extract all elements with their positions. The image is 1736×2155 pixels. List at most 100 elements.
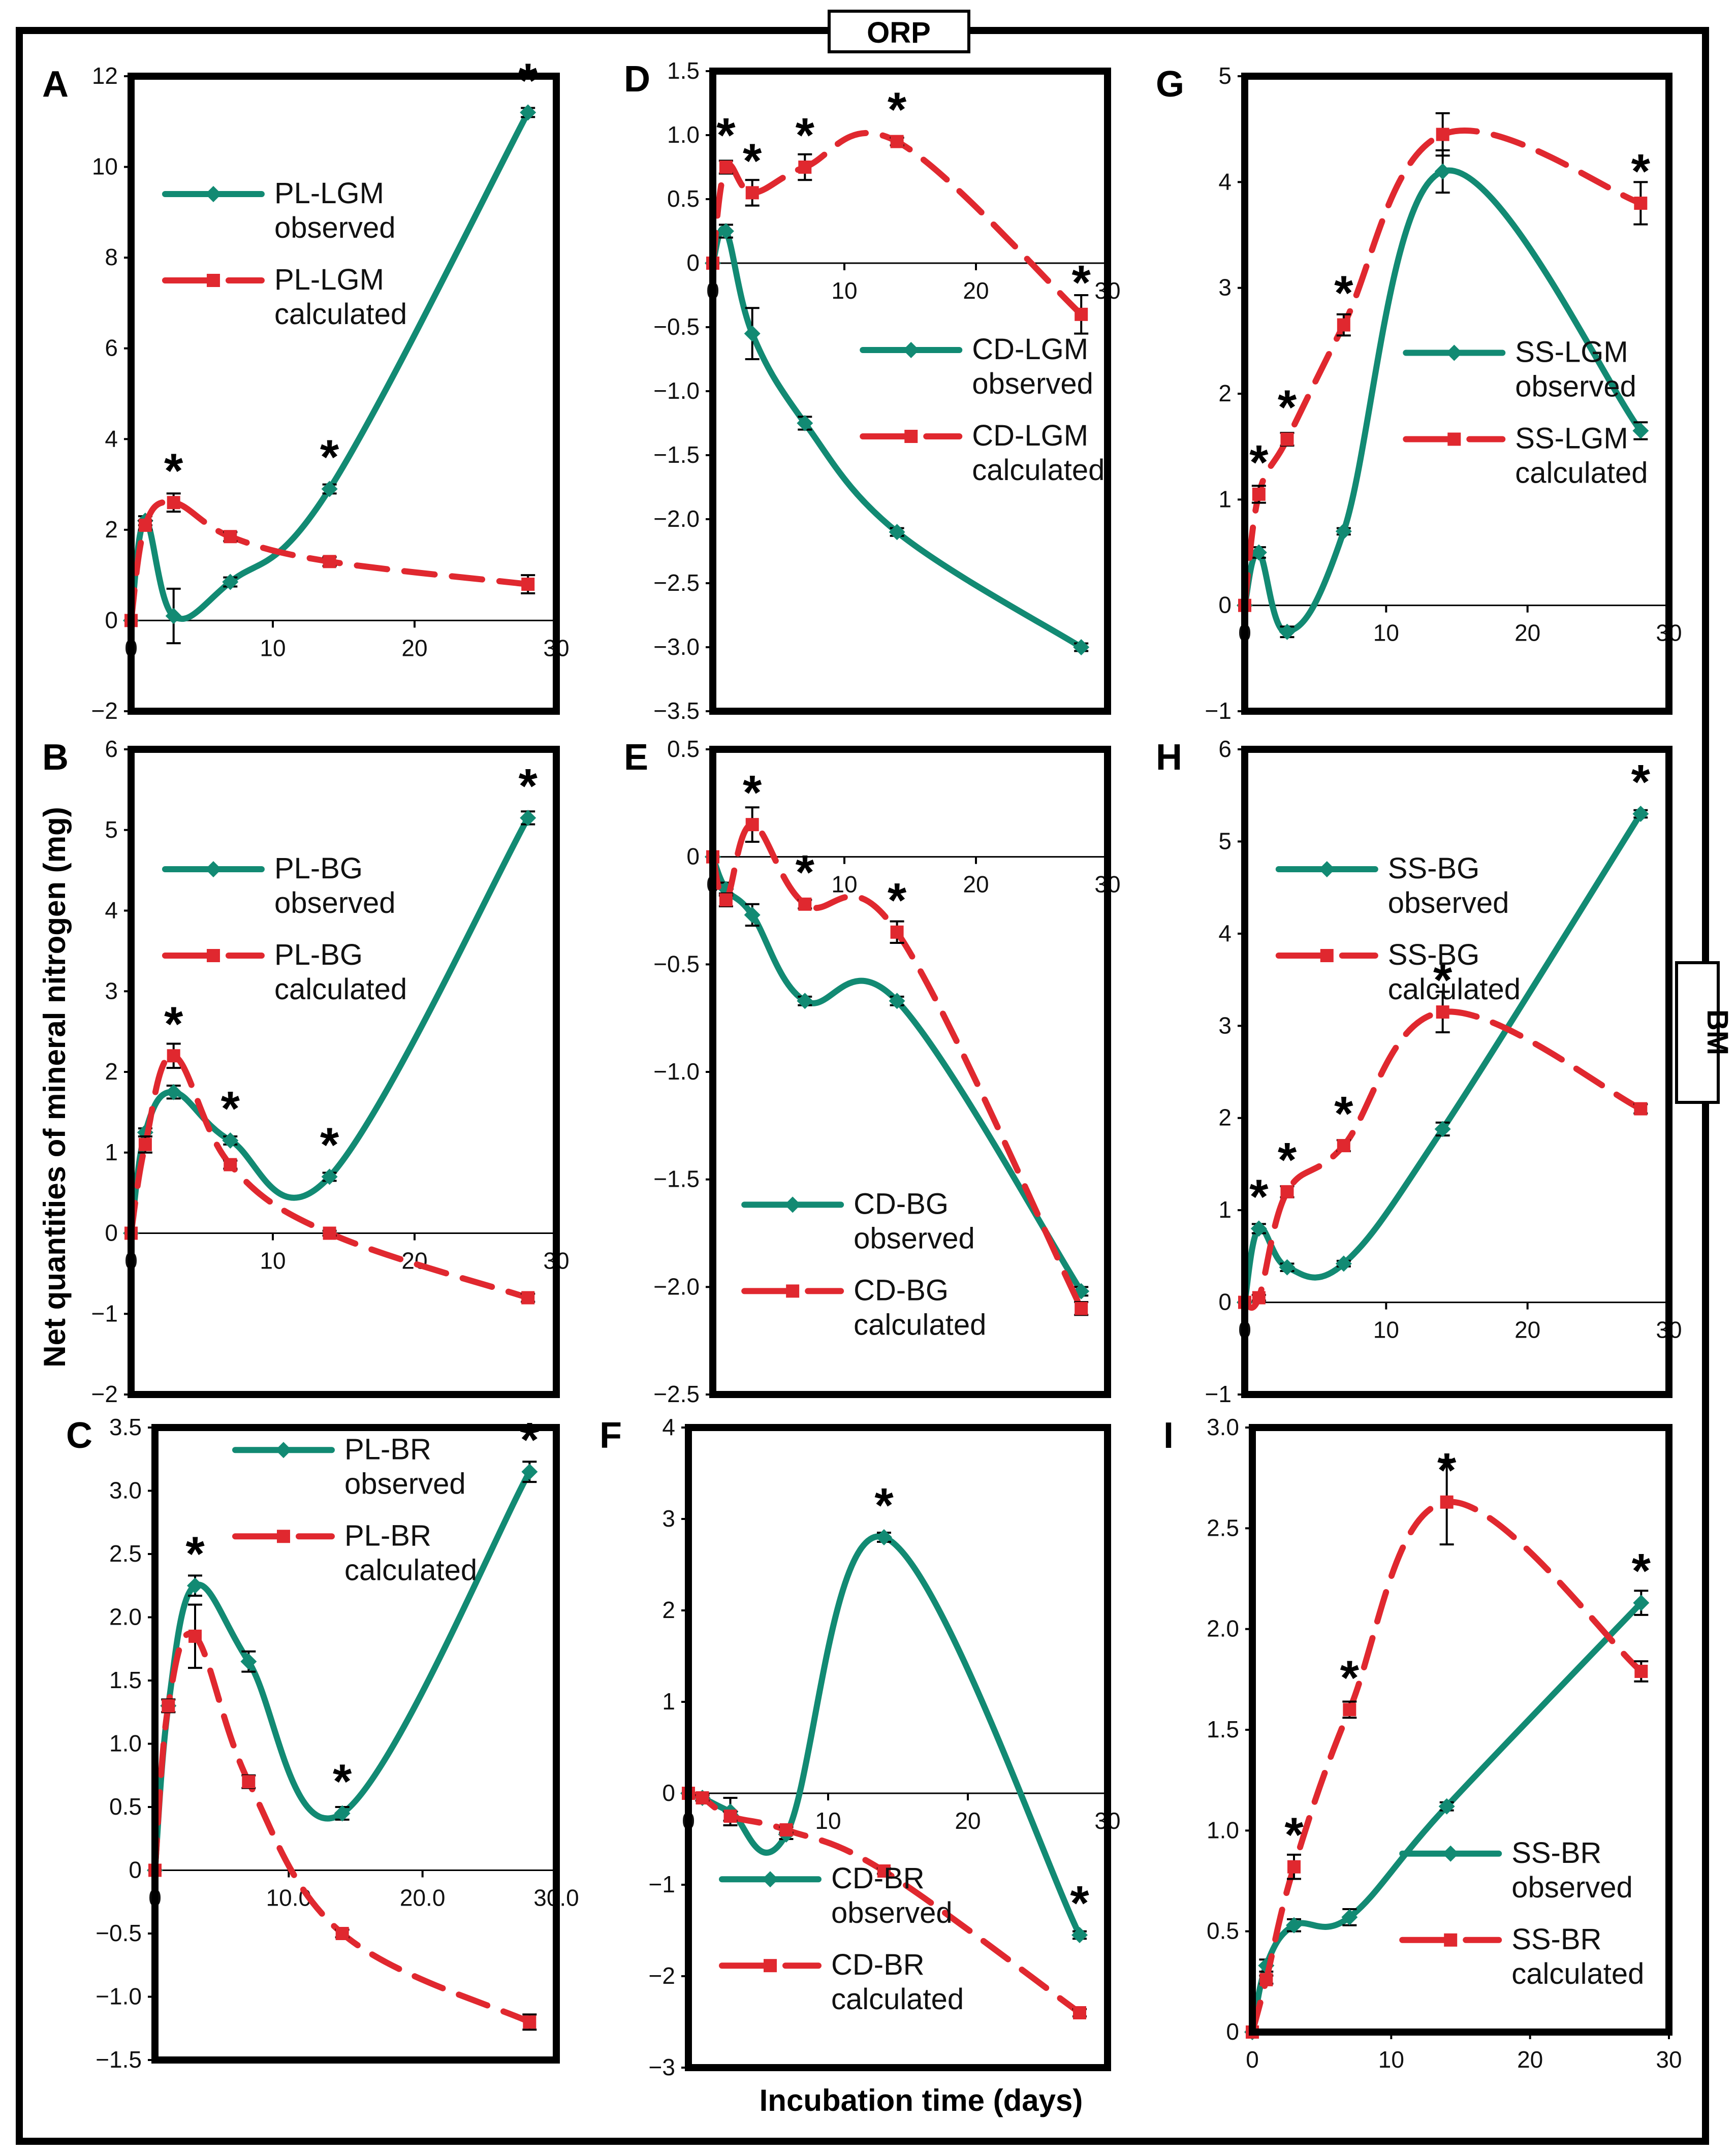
y-tick-label: 3.5 <box>109 1414 142 1440</box>
data-point <box>167 496 180 510</box>
data-point <box>696 1791 709 1804</box>
y-tick-label: −1.0 <box>653 377 700 404</box>
data-point <box>334 1805 351 1822</box>
data-point <box>321 481 338 497</box>
series-line <box>685 1533 1083 1938</box>
y-tick-label: −2.0 <box>653 505 700 532</box>
data-point <box>1632 806 1649 822</box>
y-tick-label: 4 <box>662 1414 675 1440</box>
significance-star: * <box>221 1082 240 1136</box>
y-tick-label: −2.5 <box>653 569 700 596</box>
significance-star: * <box>1631 755 1651 809</box>
y-tick-label: 5 <box>1218 62 1232 89</box>
y-tick-label: −2.5 <box>653 1381 700 1407</box>
data-point <box>797 415 813 431</box>
legend-label: calculated <box>972 454 1104 487</box>
significance-star: * <box>1437 1443 1457 1498</box>
y-tick-label: −1.5 <box>653 1166 700 1192</box>
data-point <box>723 1810 737 1823</box>
legend-marker <box>762 1871 778 1888</box>
data-point <box>1343 1703 1356 1717</box>
y-tick-label: 2 <box>1218 1104 1232 1131</box>
y-tick-label: −1 <box>649 1871 675 1897</box>
significance-star: * <box>164 443 183 498</box>
y-tick-label: 0.5 <box>667 736 700 762</box>
legend-marker <box>904 430 918 443</box>
legend-label: SS-LGM <box>1515 336 1628 369</box>
y-tick-label: 1.0 <box>109 1730 142 1757</box>
panel-letter: D <box>624 59 650 100</box>
significance-star: * <box>1632 1544 1651 1598</box>
y-tick-label: 10 <box>92 153 118 180</box>
x-tick-label: 10 <box>815 1808 841 1834</box>
y-tick-label: 2.5 <box>109 1540 142 1567</box>
y-tick-label: 4 <box>105 425 118 452</box>
legend-marker <box>903 342 920 358</box>
y-tick-label: −1 <box>91 1300 118 1326</box>
x-tick-label: 20 <box>1517 2046 1543 2073</box>
y-tick-label: 0 <box>1226 2018 1239 2045</box>
significance-star: * <box>320 430 339 485</box>
legend-marker <box>1446 344 1463 361</box>
x-tick-label: 10 <box>260 635 286 661</box>
significance-star: * <box>1072 256 1091 310</box>
y-tick-label: 2 <box>105 1058 118 1085</box>
x-tick-label: 20.0 <box>400 1885 446 1911</box>
y-tick-label: 0.5 <box>667 185 700 212</box>
data-point <box>1287 1860 1301 1874</box>
y-tick-label: 1 <box>1218 486 1232 512</box>
legend-label: observed <box>854 1222 975 1255</box>
y-tick-label: 12 <box>92 62 118 89</box>
panel-e: E−2.5−2.0−1.5−1.0−0.500.50 10 20 30***CD-BG… <box>624 736 1121 1407</box>
data-point <box>1259 1973 1273 1986</box>
legend-label: observed <box>972 367 1093 400</box>
y-tick-label: 1.0 <box>1207 1817 1239 1843</box>
data-point <box>890 925 904 939</box>
y-tick-label: 5 <box>1218 828 1232 854</box>
data-point <box>521 1291 535 1305</box>
x-tick-label: 10 <box>831 871 857 898</box>
x-tick-label: 20 <box>963 277 989 304</box>
data-point <box>876 1529 892 1545</box>
significance-star: * <box>1340 1651 1360 1705</box>
y-tick-label: −1 <box>1205 1381 1232 1407</box>
significance-star: * <box>874 1478 894 1533</box>
significance-star: * <box>520 1413 540 1467</box>
legend-label: observed <box>1515 370 1636 403</box>
data-point <box>1250 544 1267 561</box>
data-point <box>1280 432 1294 446</box>
data-point <box>1280 1185 1294 1198</box>
significance-star: * <box>743 766 762 820</box>
data-point <box>323 1226 336 1240</box>
y-tick-label: 2.5 <box>1207 1514 1239 1541</box>
y-tick-label: 8 <box>105 244 118 270</box>
y-tick-label: 6 <box>1218 736 1232 762</box>
data-point <box>797 993 813 1009</box>
significance-star: * <box>1278 1133 1297 1187</box>
significance-star: * <box>1278 381 1297 435</box>
series-line <box>152 1630 533 2025</box>
series-line <box>710 130 1085 318</box>
data-point <box>138 518 152 532</box>
y-tick-label: −1.5 <box>653 441 700 468</box>
data-point <box>745 186 759 200</box>
data-point <box>890 135 904 148</box>
legend-label: calculated <box>344 1554 477 1587</box>
data-point <box>138 1137 152 1151</box>
data-point <box>1335 523 1352 540</box>
y-tick-label: 6 <box>105 335 118 361</box>
series-line <box>1242 167 1644 635</box>
data-point <box>1279 1259 1296 1276</box>
legend-label: CD-BR <box>831 1948 925 1981</box>
data-point <box>224 1158 237 1171</box>
data-point <box>717 223 734 239</box>
data-point <box>521 578 535 591</box>
plot-frame <box>128 73 560 715</box>
legend-label: PL-BR <box>344 1519 431 1552</box>
y-tick-label: −0.5 <box>96 1920 142 1946</box>
y-tick-label: 1.0 <box>667 121 700 148</box>
y-tick-label: 2.0 <box>109 1604 142 1630</box>
data-point <box>242 1775 256 1789</box>
